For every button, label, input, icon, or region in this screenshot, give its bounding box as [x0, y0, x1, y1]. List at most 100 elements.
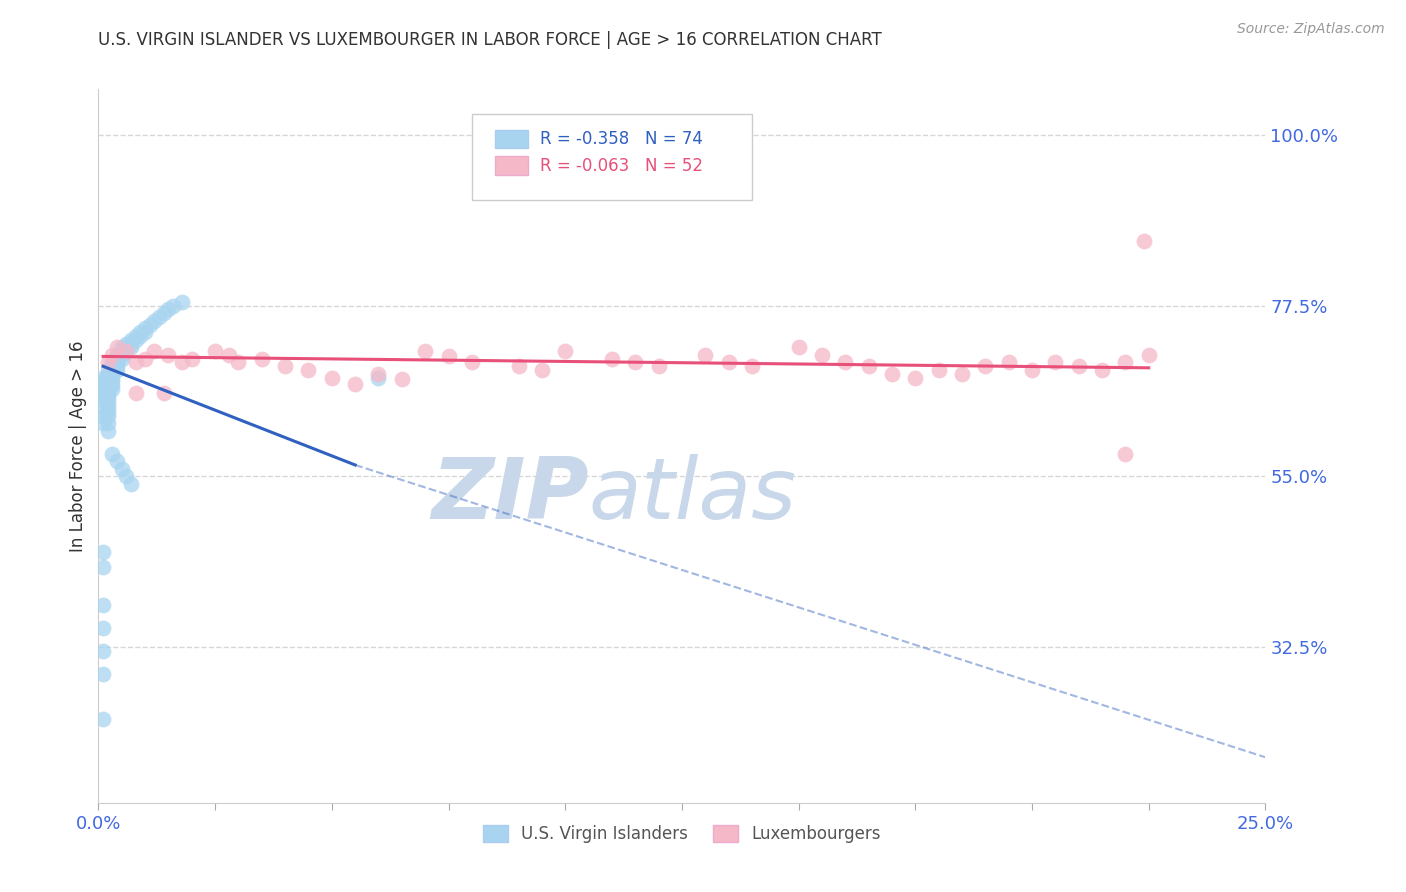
- Point: [787, 340, 810, 354]
- Point: [228, 355, 250, 369]
- Point: [91, 382, 114, 396]
- Point: [904, 370, 927, 384]
- Point: [125, 333, 148, 347]
- Point: [437, 350, 460, 364]
- FancyBboxPatch shape: [472, 114, 752, 200]
- Point: [125, 355, 148, 369]
- Point: [321, 370, 343, 384]
- Y-axis label: In Labor Force | Age > 16: In Labor Force | Age > 16: [69, 340, 87, 552]
- Point: [1137, 348, 1160, 362]
- Point: [101, 370, 124, 384]
- Point: [157, 302, 180, 317]
- Point: [101, 378, 124, 392]
- Point: [101, 375, 124, 389]
- Point: [91, 375, 114, 389]
- Point: [91, 401, 114, 415]
- Point: [97, 397, 120, 411]
- Point: [111, 344, 134, 359]
- Point: [695, 348, 717, 362]
- Point: [858, 359, 880, 374]
- Point: [97, 378, 120, 392]
- Point: [172, 294, 194, 309]
- Point: [97, 370, 120, 384]
- Point: [134, 321, 156, 335]
- Point: [1045, 355, 1067, 369]
- Point: [115, 344, 138, 359]
- Point: [115, 336, 138, 351]
- Point: [120, 333, 142, 347]
- Point: [997, 355, 1019, 369]
- Point: [97, 385, 120, 400]
- Point: [1067, 359, 1090, 374]
- Point: [600, 351, 623, 366]
- Point: [143, 344, 166, 359]
- Point: [139, 318, 162, 332]
- Text: Source: ZipAtlas.com: Source: ZipAtlas.com: [1237, 22, 1385, 37]
- Point: [143, 314, 166, 328]
- Point: [157, 348, 180, 362]
- Point: [97, 363, 120, 377]
- Point: [162, 299, 184, 313]
- Point: [717, 355, 740, 369]
- Point: [1021, 363, 1043, 377]
- Point: [218, 348, 240, 362]
- Point: [101, 447, 124, 461]
- Point: [97, 355, 120, 369]
- Point: [91, 416, 114, 430]
- Point: [152, 385, 174, 400]
- Point: [180, 351, 202, 366]
- Point: [111, 348, 134, 362]
- Point: [250, 351, 273, 366]
- Point: [105, 363, 128, 377]
- Point: [91, 385, 114, 400]
- Point: [413, 344, 436, 359]
- FancyBboxPatch shape: [495, 156, 527, 175]
- Point: [97, 416, 120, 430]
- Point: [391, 372, 413, 386]
- Point: [125, 385, 148, 400]
- Point: [97, 393, 120, 408]
- Point: [129, 325, 152, 339]
- Point: [91, 644, 114, 658]
- Point: [1114, 447, 1136, 461]
- Point: [105, 359, 128, 374]
- Point: [741, 359, 763, 374]
- Text: R = -0.358   N = 74: R = -0.358 N = 74: [540, 130, 703, 148]
- Point: [115, 344, 138, 359]
- Point: [91, 666, 114, 681]
- Point: [367, 367, 389, 381]
- Point: [647, 359, 669, 374]
- Point: [120, 336, 142, 351]
- Point: [101, 355, 124, 369]
- Point: [97, 405, 120, 419]
- Point: [950, 367, 973, 381]
- Point: [91, 378, 114, 392]
- Point: [344, 376, 367, 391]
- Text: R = -0.063   N = 52: R = -0.063 N = 52: [540, 157, 703, 175]
- Point: [101, 382, 124, 396]
- Point: [97, 375, 120, 389]
- Point: [105, 454, 128, 468]
- Point: [554, 344, 576, 359]
- Text: ZIP: ZIP: [430, 454, 589, 538]
- Text: U.S. VIRGIN ISLANDER VS LUXEMBOURGER IN LABOR FORCE | AGE > 16 CORRELATION CHART: U.S. VIRGIN ISLANDER VS LUXEMBOURGER IN …: [98, 31, 882, 49]
- Point: [204, 344, 226, 359]
- Point: [97, 382, 120, 396]
- FancyBboxPatch shape: [495, 130, 527, 148]
- Point: [129, 329, 152, 343]
- Point: [97, 409, 120, 423]
- Point: [97, 401, 120, 415]
- Point: [111, 340, 134, 354]
- Point: [91, 560, 114, 574]
- Point: [115, 340, 138, 354]
- Point: [134, 325, 156, 339]
- Point: [120, 340, 142, 354]
- Point: [274, 359, 297, 374]
- Point: [105, 340, 128, 354]
- Point: [101, 359, 124, 374]
- Point: [111, 351, 134, 366]
- Point: [115, 469, 138, 483]
- Point: [1133, 234, 1156, 248]
- Point: [91, 621, 114, 635]
- Point: [1114, 355, 1136, 369]
